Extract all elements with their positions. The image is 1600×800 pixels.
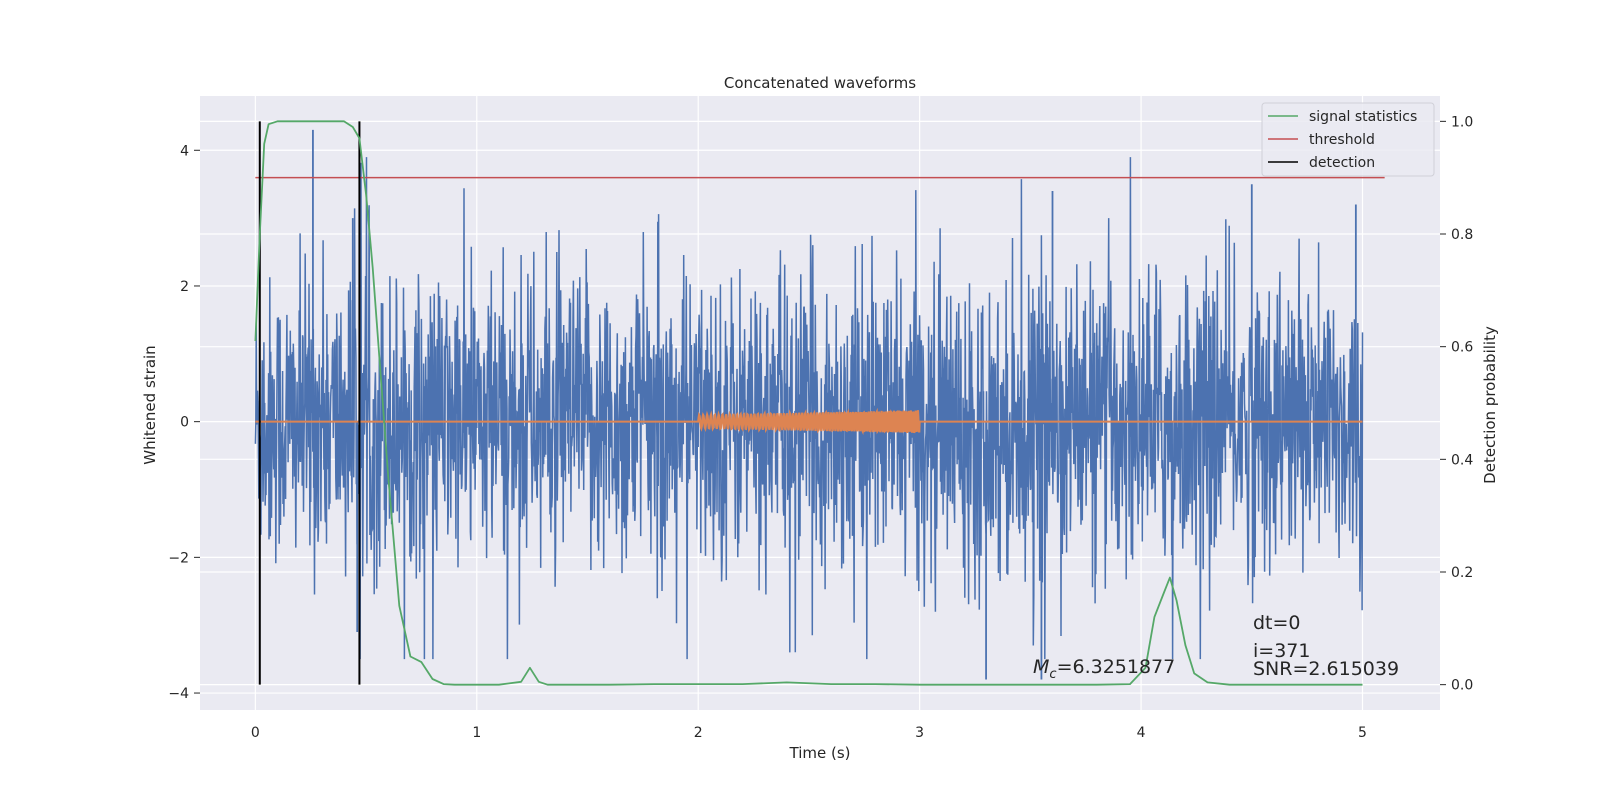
annotation-index: i=371: [1253, 640, 1310, 662]
x-tick-label: 1: [472, 725, 481, 741]
x-tick-label: 4: [1137, 725, 1146, 741]
y-tick-label: −2: [168, 550, 189, 566]
chart-title: Concatenated waveforms: [724, 74, 916, 92]
legend-label-signal-statistics: signal statistics: [1309, 109, 1417, 125]
x-tick-label: 3: [915, 725, 924, 741]
chirp-mass-subscript: c: [1049, 667, 1056, 682]
y2-tick-label: 1.0: [1451, 114, 1473, 130]
legend: signal statistics threshold detection: [1261, 102, 1435, 177]
strain-noise-series: [254, 129, 1364, 680]
y-axis-label: Whitened strain: [141, 345, 159, 464]
y2-axis-label: Detection probability: [1481, 326, 1499, 484]
y-tick-label: 2: [180, 279, 189, 295]
annotation-dt: dt=0: [1253, 612, 1301, 634]
template-series: [255, 407, 1363, 436]
x-axis-label: Time (s): [789, 744, 851, 762]
legend-box: [1261, 102, 1435, 177]
y-tick-label: −4: [168, 686, 189, 702]
strain-noise-line: [254, 157, 1364, 660]
x-tick-label: 0: [251, 725, 260, 741]
annotation-chirp-mass: Mc=6.3251877: [1033, 656, 1175, 682]
annotation-snr: SNR=2.615039: [1253, 658, 1399, 680]
ticks: 0 1 2 3 4 5 −4 −2 0 2 4 0.0 0.2 0.4 0.6 0.8 1.0: [168, 114, 1473, 741]
y-tick-label: 0: [180, 415, 189, 431]
chirp-mass-value: =6.3251877: [1057, 656, 1176, 678]
y2-tick-label: 0.0: [1451, 678, 1473, 694]
x-tick-label: 2: [694, 725, 703, 741]
legend-label-threshold: threshold: [1309, 132, 1375, 148]
legend-label-detection: detection: [1309, 155, 1375, 171]
template-chirp: [697, 407, 921, 436]
right-axis-series: [254, 120, 1385, 686]
y2-tick-label: 0.2: [1451, 565, 1473, 581]
y2-tick-label: 0.8: [1451, 227, 1473, 243]
y2-tick-label: 0.6: [1451, 340, 1473, 356]
chirp-mass-symbol: M: [1033, 656, 1049, 678]
signal-statistics-line: [254, 120, 1363, 686]
y2-tick-label: 0.4: [1451, 452, 1473, 468]
annotations: dt=0 i=371 SNR=2.615039 Mc=6.3251877: [1033, 612, 1399, 682]
x-tick-label: 5: [1358, 725, 1367, 741]
y-tick-label: 4: [180, 143, 189, 159]
